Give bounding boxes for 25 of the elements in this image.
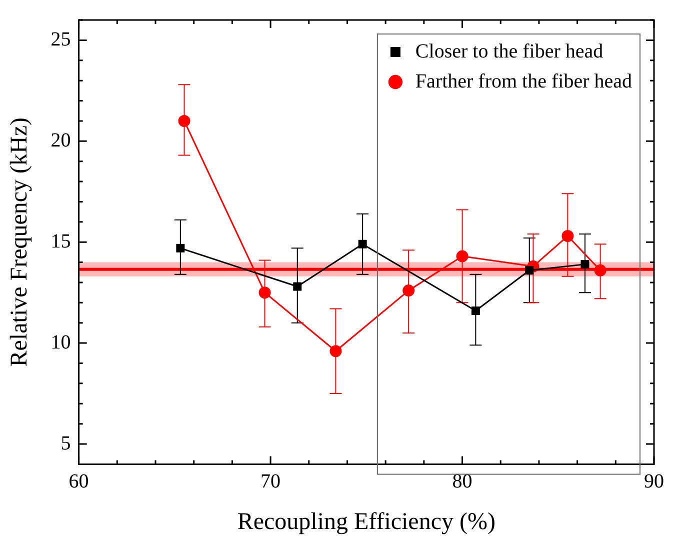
legend-label: Farther from the fiber head: [415, 70, 632, 92]
x-tick-label: 70: [260, 470, 281, 492]
point: [402, 284, 415, 297]
point: [562, 230, 574, 242]
point: [293, 282, 302, 291]
y-tick-label: 15: [50, 230, 71, 252]
x-axis-title: Recoupling Efficiency (%): [237, 508, 496, 535]
point: [580, 260, 590, 269]
point: [178, 114, 190, 127]
point: [471, 306, 480, 315]
y-tick-label: 20: [50, 129, 71, 152]
y-tick-label: 10: [50, 331, 71, 354]
y-tick-label: 5: [60, 432, 71, 454]
point: [594, 264, 606, 276]
point: [258, 286, 271, 299]
y-tick-label: 25: [50, 28, 71, 50]
x-tick-label: 60: [68, 470, 89, 492]
x-tick-label: 80: [452, 470, 472, 492]
point: [456, 250, 468, 262]
point: [330, 345, 342, 358]
point: [358, 240, 367, 248]
point: [176, 244, 185, 252]
legend-label: Closer to the fiber head: [415, 40, 604, 62]
x-tick-label: 90: [644, 470, 664, 492]
y-axis-title: Relative Frequency (kHz): [6, 117, 33, 367]
